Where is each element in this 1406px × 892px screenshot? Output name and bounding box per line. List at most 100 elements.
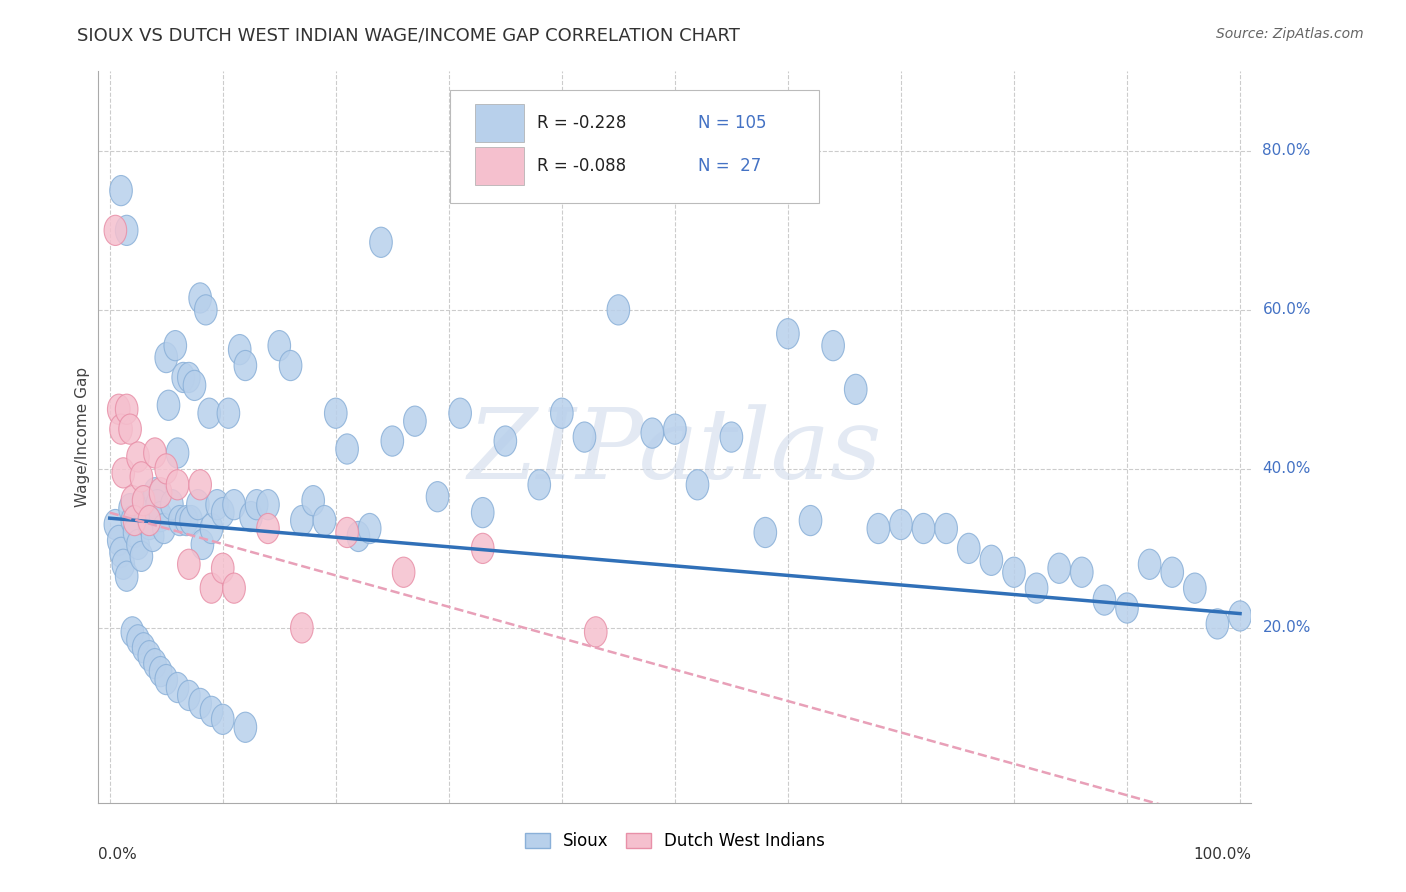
Ellipse shape xyxy=(641,418,664,448)
Ellipse shape xyxy=(166,673,188,703)
Ellipse shape xyxy=(471,498,494,528)
Ellipse shape xyxy=(155,454,177,484)
Ellipse shape xyxy=(188,283,211,313)
Ellipse shape xyxy=(115,394,138,425)
Ellipse shape xyxy=(127,624,149,655)
Ellipse shape xyxy=(121,485,143,516)
Ellipse shape xyxy=(200,514,222,543)
Ellipse shape xyxy=(392,558,415,587)
Text: R = -0.228: R = -0.228 xyxy=(537,113,626,131)
Ellipse shape xyxy=(183,370,205,401)
Ellipse shape xyxy=(200,573,222,603)
Ellipse shape xyxy=(239,501,263,532)
Ellipse shape xyxy=(314,506,336,536)
Y-axis label: Wage/Income Gap: Wage/Income Gap xyxy=(75,367,90,508)
Ellipse shape xyxy=(720,422,742,452)
Ellipse shape xyxy=(112,549,135,580)
Ellipse shape xyxy=(257,490,280,520)
Text: N = 105: N = 105 xyxy=(697,113,766,131)
Ellipse shape xyxy=(143,438,166,468)
Ellipse shape xyxy=(166,438,188,468)
Ellipse shape xyxy=(124,517,146,548)
Ellipse shape xyxy=(107,394,131,425)
Ellipse shape xyxy=(110,537,132,567)
Ellipse shape xyxy=(1139,549,1161,580)
Ellipse shape xyxy=(370,227,392,258)
Ellipse shape xyxy=(104,215,127,245)
Ellipse shape xyxy=(135,498,157,528)
Ellipse shape xyxy=(1047,553,1070,583)
Ellipse shape xyxy=(957,533,980,564)
Ellipse shape xyxy=(1206,609,1229,639)
Ellipse shape xyxy=(188,689,211,719)
Ellipse shape xyxy=(211,553,233,583)
Ellipse shape xyxy=(107,525,131,556)
Ellipse shape xyxy=(177,362,200,392)
Ellipse shape xyxy=(336,434,359,464)
Ellipse shape xyxy=(664,414,686,444)
Ellipse shape xyxy=(110,414,132,444)
Ellipse shape xyxy=(131,462,153,492)
Ellipse shape xyxy=(359,514,381,543)
Ellipse shape xyxy=(115,561,138,591)
Ellipse shape xyxy=(138,506,160,536)
Ellipse shape xyxy=(1229,601,1251,631)
Ellipse shape xyxy=(233,712,257,742)
Ellipse shape xyxy=(131,541,153,572)
FancyBboxPatch shape xyxy=(475,147,524,186)
Ellipse shape xyxy=(124,506,146,536)
Ellipse shape xyxy=(198,398,221,428)
Ellipse shape xyxy=(138,640,160,671)
Ellipse shape xyxy=(912,514,935,543)
Ellipse shape xyxy=(149,657,172,687)
Ellipse shape xyxy=(607,294,630,325)
Ellipse shape xyxy=(132,632,155,663)
Ellipse shape xyxy=(127,442,149,472)
Ellipse shape xyxy=(1002,558,1025,587)
Ellipse shape xyxy=(754,517,776,548)
Ellipse shape xyxy=(166,470,188,500)
FancyBboxPatch shape xyxy=(450,90,820,203)
Ellipse shape xyxy=(104,509,127,540)
Ellipse shape xyxy=(527,470,551,500)
Text: R = -0.088: R = -0.088 xyxy=(537,158,626,176)
Ellipse shape xyxy=(426,482,449,512)
Ellipse shape xyxy=(935,514,957,543)
Ellipse shape xyxy=(153,514,176,543)
Ellipse shape xyxy=(200,697,222,726)
Ellipse shape xyxy=(280,351,302,381)
Ellipse shape xyxy=(686,470,709,500)
Ellipse shape xyxy=(143,477,166,508)
Ellipse shape xyxy=(165,331,187,360)
Ellipse shape xyxy=(347,521,370,551)
Ellipse shape xyxy=(160,490,183,520)
Ellipse shape xyxy=(143,648,166,679)
Ellipse shape xyxy=(845,375,868,404)
Ellipse shape xyxy=(823,331,845,360)
Ellipse shape xyxy=(799,506,823,536)
Ellipse shape xyxy=(138,509,160,540)
Ellipse shape xyxy=(177,681,200,711)
Ellipse shape xyxy=(191,529,214,559)
Ellipse shape xyxy=(142,521,165,551)
Text: ZIPatlas: ZIPatlas xyxy=(468,404,882,500)
Ellipse shape xyxy=(890,509,912,540)
Ellipse shape xyxy=(118,414,142,444)
Ellipse shape xyxy=(585,616,607,647)
Ellipse shape xyxy=(291,506,314,536)
Text: 80.0%: 80.0% xyxy=(1263,144,1310,159)
Text: 0.0%: 0.0% xyxy=(98,847,138,862)
Text: Source: ZipAtlas.com: Source: ZipAtlas.com xyxy=(1216,27,1364,41)
Ellipse shape xyxy=(132,485,155,516)
Ellipse shape xyxy=(257,514,280,543)
Ellipse shape xyxy=(146,490,169,520)
Ellipse shape xyxy=(205,490,228,520)
Ellipse shape xyxy=(127,529,149,559)
Ellipse shape xyxy=(121,616,143,647)
Ellipse shape xyxy=(222,490,246,520)
Ellipse shape xyxy=(115,215,138,245)
Ellipse shape xyxy=(1184,573,1206,603)
Ellipse shape xyxy=(494,426,516,456)
Ellipse shape xyxy=(325,398,347,428)
Text: 60.0%: 60.0% xyxy=(1263,302,1310,318)
